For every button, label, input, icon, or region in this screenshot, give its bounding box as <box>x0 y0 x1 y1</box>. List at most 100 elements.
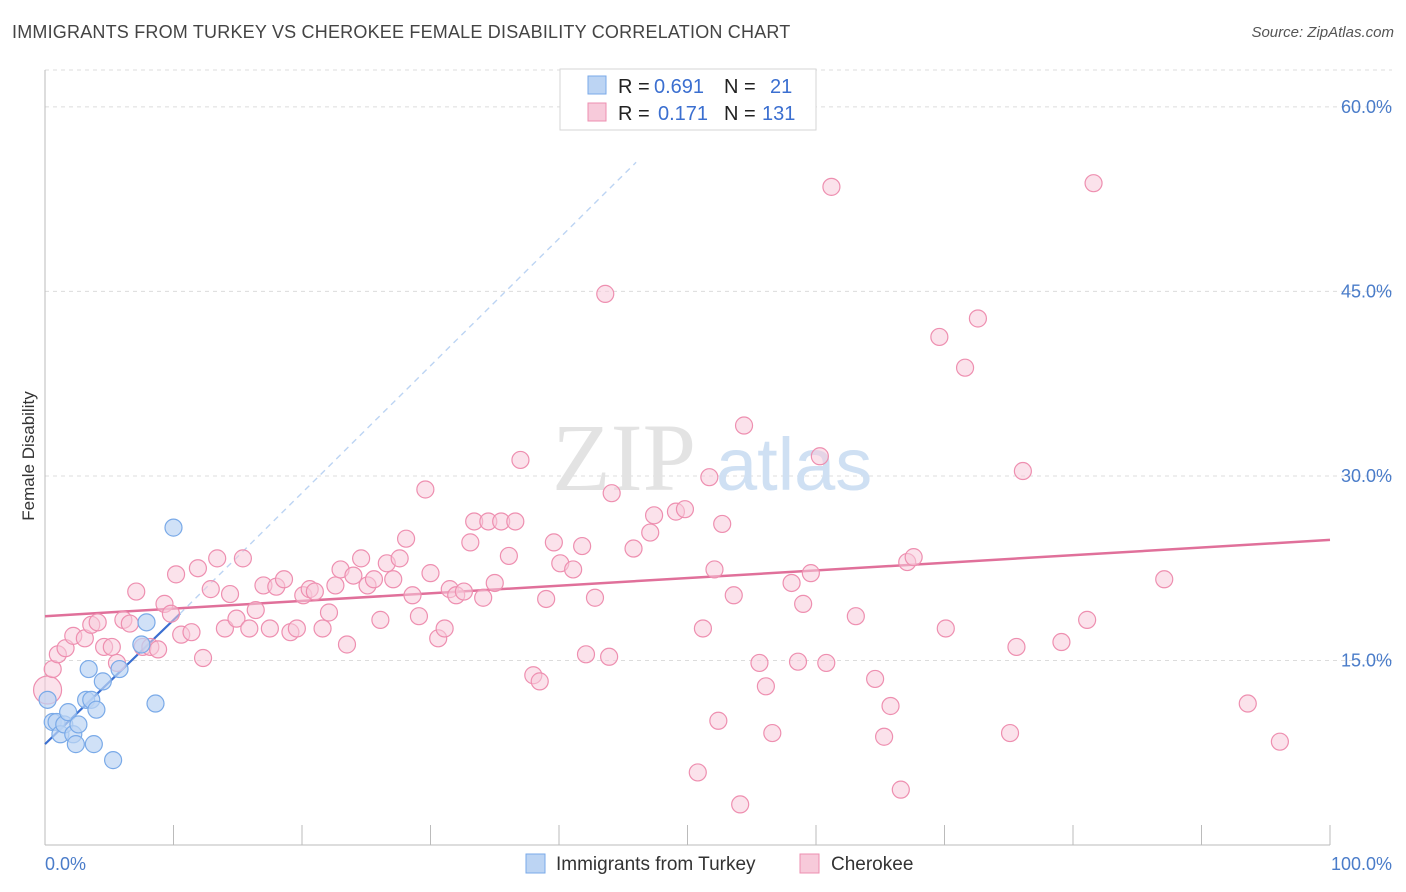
point-cherokee <box>600 647 619 666</box>
point-cherokee <box>240 619 259 638</box>
axes <box>44 70 1331 846</box>
point-cherokee <box>801 564 820 583</box>
point-cherokee <box>763 723 782 743</box>
point-cherokee <box>326 576 345 595</box>
point-cherokee <box>930 327 949 347</box>
legend-n-value-cherokee: 131 <box>762 103 795 125</box>
legend-r-label-turkey: R = <box>618 76 650 98</box>
point-cherokee <box>641 523 660 542</box>
point-cherokee <box>782 573 801 593</box>
point-cherokee <box>544 533 563 552</box>
point-turkey <box>146 694 165 713</box>
point-cherokee <box>246 600 265 620</box>
point-cherokee <box>511 450 530 470</box>
point-turkey <box>137 613 156 632</box>
point-cherokee <box>846 607 865 626</box>
point-turkey <box>164 518 183 537</box>
watermark-zip: ZIP <box>552 404 696 511</box>
point-turkey <box>93 672 112 691</box>
point-cherokee <box>416 480 435 499</box>
point-cherokee <box>875 727 894 746</box>
bottom-legend-label-turkey: Immigrants from Turkey <box>556 854 756 875</box>
point-cherokee <box>822 177 841 196</box>
point-cherokee <box>756 677 775 696</box>
point-turkey <box>87 700 106 719</box>
point-cherokee <box>1000 723 1020 743</box>
point-cherokee <box>955 358 975 377</box>
point-cherokee <box>454 582 474 601</box>
legend-n-label-cherokee: N = <box>724 103 756 125</box>
point-turkey <box>84 735 103 754</box>
data-points <box>32 174 1289 814</box>
legend-r-value-cherokee: 0.171 <box>658 103 708 125</box>
point-cherokee <box>585 588 605 607</box>
point-cherokee <box>403 586 422 605</box>
point-cherokee <box>794 594 813 613</box>
point-cherokee <box>881 696 900 716</box>
point-cherokee <box>624 539 643 558</box>
point-cherokee <box>220 584 240 604</box>
point-cherokee <box>1013 461 1032 481</box>
trend-line-turkey-extension <box>179 161 637 615</box>
point-cherokee <box>201 580 220 599</box>
point-cherokee <box>409 607 429 626</box>
point-cherokee <box>564 560 583 579</box>
point-cherokee <box>260 619 279 638</box>
bottom-legend: Immigrants from Turkey Cherokee <box>525 853 913 875</box>
legend-n-label-turkey: N = <box>724 76 756 98</box>
point-cherokee <box>274 570 294 589</box>
point-cherokee <box>1007 637 1026 657</box>
point-cherokee <box>305 582 324 601</box>
point-cherokee <box>602 484 621 503</box>
bottom-legend-swatch-cherokee <box>799 853 820 874</box>
point-turkey <box>69 715 88 734</box>
point-cherokee <box>313 619 332 638</box>
x-tick-label: 0.0% <box>45 854 86 874</box>
point-cherokee <box>891 780 910 799</box>
point-cherokee <box>384 570 403 589</box>
point-cherokee <box>709 711 728 730</box>
point-cherokee <box>817 653 836 673</box>
point-cherokee <box>596 284 615 303</box>
point-cherokee <box>364 570 384 589</box>
point-cherokee <box>731 795 750 814</box>
point-cherokee <box>233 549 252 568</box>
point-cherokee <box>161 604 181 623</box>
point-cherokee <box>530 672 549 691</box>
point-cherokee <box>102 637 121 657</box>
legend-swatch-cherokee <box>587 102 607 122</box>
y-tick-label: 45.0% <box>1341 281 1392 301</box>
tick-labels: 15.0% 30.0% 45.0% 60.0% 0.0% 100.0% <box>45 97 1392 874</box>
y-tick-label: 15.0% <box>1341 650 1392 670</box>
watermark: ZIP atlas <box>552 404 872 511</box>
point-cherokee <box>705 560 724 579</box>
point-turkey <box>104 751 123 770</box>
point-cherokee <box>499 546 518 566</box>
legend-swatch-turkey <box>587 75 607 95</box>
point-cherokee <box>461 533 480 552</box>
point-turkey <box>59 703 78 722</box>
point-cherokee <box>904 548 923 567</box>
y-tick-label: 60.0% <box>1341 97 1392 117</box>
watermark-atlas: atlas <box>716 423 872 506</box>
point-cherokee <box>371 610 390 629</box>
point-cherokee <box>750 653 769 673</box>
point-cherokee <box>120 614 139 633</box>
point-cherokee <box>866 669 885 689</box>
point-turkey <box>66 735 85 754</box>
point-cherokee <box>193 648 213 668</box>
point-cherokee <box>1155 570 1174 589</box>
point-cherokee <box>713 514 732 534</box>
point-cherokee <box>319 603 339 622</box>
legend-r-label-cherokee: R = <box>618 103 650 125</box>
point-cherokee <box>693 619 713 638</box>
legend-r-value-turkey: 0.691 <box>654 76 704 98</box>
point-turkey <box>38 690 57 709</box>
point-cherokee <box>474 588 493 607</box>
point-turkey <box>79 659 98 679</box>
point-cherokee <box>166 565 186 584</box>
point-cherokee <box>215 619 234 638</box>
point-turkey <box>132 635 151 654</box>
point-cherokee <box>688 763 707 782</box>
